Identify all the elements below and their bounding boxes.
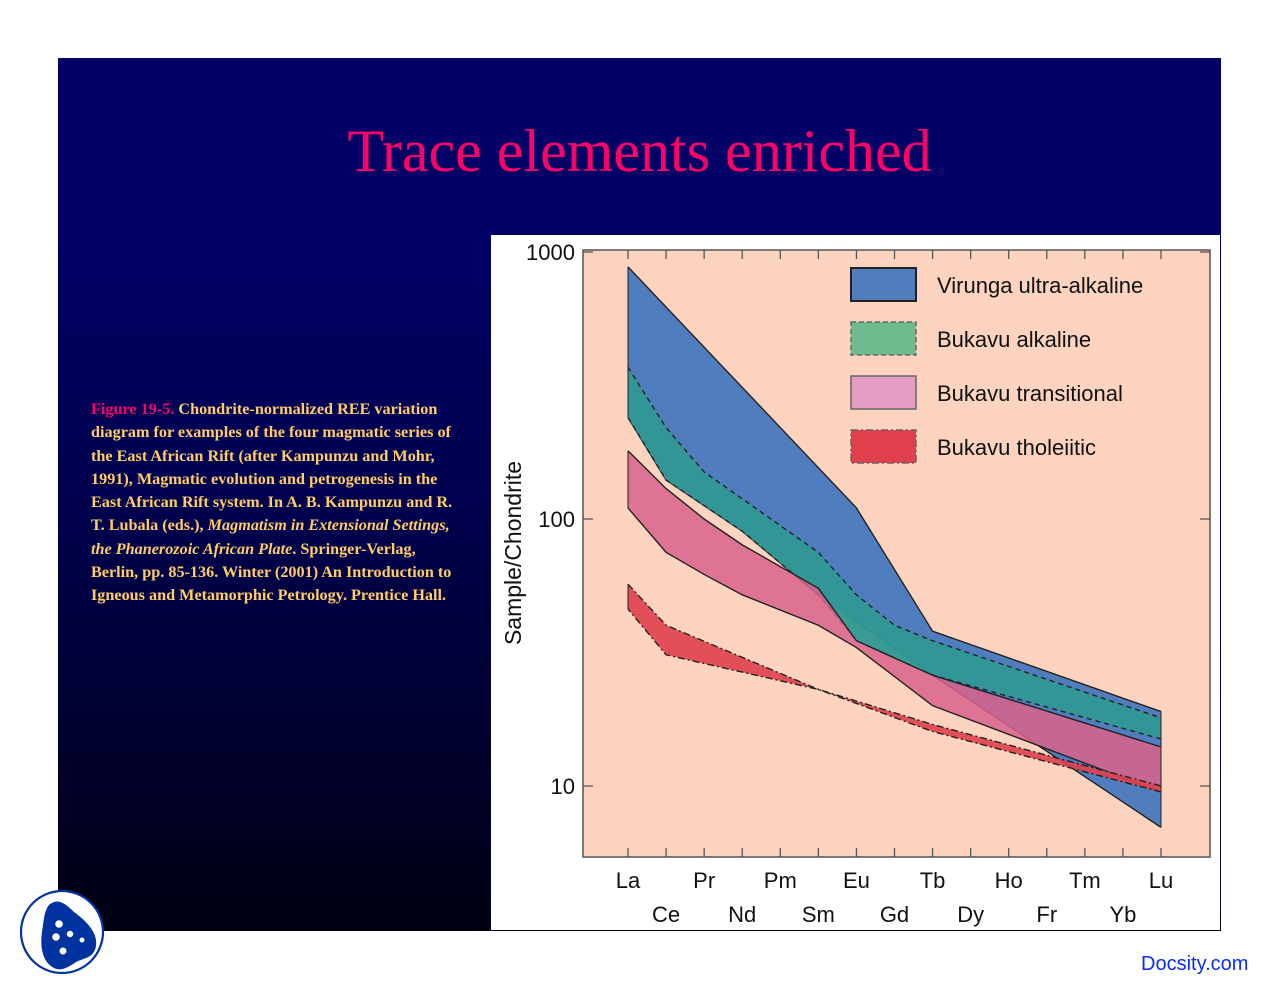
- x-tick-label: Pr: [693, 868, 715, 893]
- legend-label: Virunga ultra-alkaline: [937, 273, 1143, 298]
- legend-label: Bukavu tholeiitic: [937, 435, 1096, 460]
- caption-text-1: Chondrite-normalized REE variation diagr…: [91, 400, 453, 535]
- caption-italic-title: Magmatism in Extensional Settings, the P…: [91, 516, 450, 558]
- docsity-logo-icon: [19, 889, 105, 975]
- ree-chart: 1000 100 10 Sample/Chondrite La Ce Pr Nd Pm Sm Eu G…: [491, 235, 1220, 930]
- x-tick-label: Yb: [1109, 902, 1136, 927]
- legend-swatch: [850, 375, 917, 410]
- y-tick-label: 1000: [526, 240, 575, 265]
- x-tick-label: Nd: [728, 902, 756, 927]
- caption-text-2: . Springer-Verlag, Berlin, pp. 85-136. W…: [91, 539, 452, 605]
- legend-swatch: [850, 267, 917, 302]
- x-tick-label: Ho: [995, 868, 1023, 893]
- y-tick-label: 100: [538, 507, 575, 532]
- x-tick-label: Gd: [880, 902, 909, 927]
- band-bukavu-transitional: [628, 450, 1161, 792]
- slide-title: Trace elements enriched: [347, 118, 932, 184]
- x-tick-label: Pm: [764, 868, 797, 893]
- y-axis-label: Sample/Chondrite: [500, 461, 526, 645]
- x-tick-label: Ce: [652, 902, 680, 927]
- legend-label: Bukavu alkaline: [937, 327, 1091, 352]
- x-tick-label: Tm: [1069, 868, 1101, 893]
- x-tick-label: La: [616, 868, 641, 893]
- docsity-watermark-link[interactable]: Docsity.com: [1141, 953, 1249, 975]
- figure-label: Figure 19-5.: [91, 400, 175, 418]
- x-tick-label: Fr: [1036, 902, 1057, 927]
- x-tick-label: Dy: [957, 902, 984, 927]
- x-tick-label: Tb: [920, 868, 946, 893]
- figure-caption: Figure 19-5. Chondrite-normalized REE va…: [91, 398, 466, 608]
- legend-swatch: [850, 321, 917, 356]
- x-tick-label: Eu: [843, 868, 870, 893]
- legend-swatch: [850, 429, 917, 464]
- x-tick-label: Sm: [802, 902, 835, 927]
- x-tick-label: Lu: [1149, 868, 1173, 893]
- y-tick-label: 10: [551, 774, 575, 799]
- band-bukavu-alkaline: [628, 367, 1161, 739]
- legend-label: Bukavu transitional: [937, 381, 1123, 406]
